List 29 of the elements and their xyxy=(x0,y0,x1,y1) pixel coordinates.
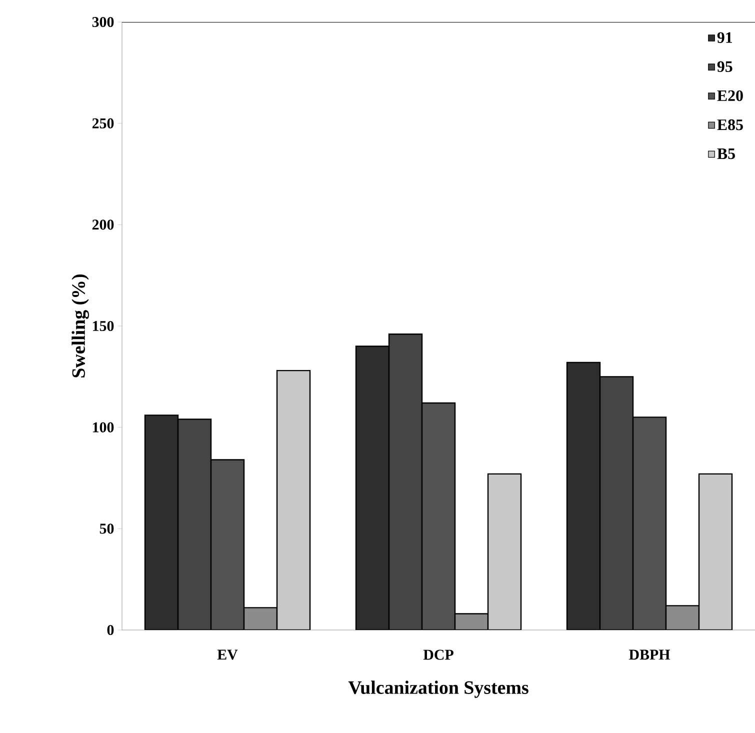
bar xyxy=(632,416,667,630)
legend-label: B5 xyxy=(717,148,735,160)
y-tick-label: 150 xyxy=(93,320,114,332)
legend-label: 91 xyxy=(717,32,732,43)
y-tick-label: 300 xyxy=(92,16,114,28)
bar xyxy=(355,346,390,630)
bar xyxy=(698,473,733,630)
bar xyxy=(421,402,456,630)
bar xyxy=(144,414,179,630)
bar xyxy=(566,362,601,630)
y-tick-label: 100 xyxy=(93,422,114,432)
legend-label: E85 xyxy=(717,119,743,130)
bar xyxy=(487,473,522,630)
bar xyxy=(388,334,423,630)
y-tick-label: 250 xyxy=(92,118,114,128)
x-tick-label: DCP xyxy=(423,650,454,660)
y-tick-label: 0 xyxy=(107,624,114,636)
bar xyxy=(599,376,634,630)
bar xyxy=(210,459,245,630)
x-tick-label: EV xyxy=(217,650,238,660)
x-tick-label: DBPH xyxy=(629,650,670,660)
bar xyxy=(177,418,212,630)
legend-label: E20 xyxy=(717,90,743,102)
x-axis-title: Vulcanization Systems xyxy=(348,680,528,698)
y-tick-label: 200 xyxy=(92,220,114,230)
legend-label: 95 xyxy=(717,61,732,72)
bar xyxy=(276,370,311,630)
y-axis-title: Swelling (%) xyxy=(72,274,89,378)
y-tick-label: 50 xyxy=(100,524,114,534)
